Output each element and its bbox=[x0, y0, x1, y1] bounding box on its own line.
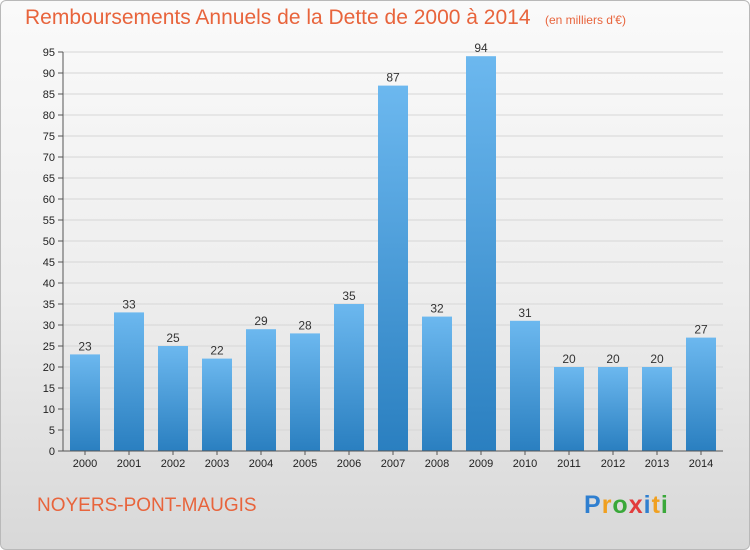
bar bbox=[466, 56, 496, 451]
y-tick-label: 15 bbox=[43, 383, 55, 395]
data-label: 31 bbox=[518, 306, 532, 320]
x-tick-label: 2001 bbox=[117, 458, 141, 470]
data-label: 20 bbox=[562, 352, 576, 366]
data-label: 35 bbox=[342, 289, 356, 303]
y-tick-label: 45 bbox=[43, 257, 55, 269]
x-tick-label: 2014 bbox=[689, 458, 713, 470]
logo-letter: r bbox=[601, 491, 613, 519]
x-tick-label: 2002 bbox=[161, 458, 185, 470]
bar bbox=[554, 367, 584, 451]
y-tick-label: 40 bbox=[43, 278, 55, 290]
data-label: 33 bbox=[122, 297, 136, 311]
x-tick-label: 2011 bbox=[557, 458, 581, 470]
data-label: 25 bbox=[166, 331, 180, 345]
y-tick-label: 5 bbox=[49, 425, 55, 437]
logo-letter: o bbox=[612, 491, 629, 519]
bar bbox=[70, 354, 100, 451]
logo-letter: x bbox=[628, 491, 644, 519]
y-tick-label: 0 bbox=[49, 446, 55, 458]
x-tick-label: 2005 bbox=[293, 458, 317, 470]
y-tick-label: 75 bbox=[43, 131, 55, 143]
chart-title: Remboursements Annuels de la Dette de 20… bbox=[25, 6, 531, 29]
chart-unit-note: (en milliers d'€) bbox=[544, 13, 626, 27]
bar bbox=[598, 367, 628, 451]
title-row: Remboursements Annuels de la Dette de 20… bbox=[25, 6, 626, 30]
y-tick-label: 60 bbox=[43, 194, 55, 206]
bar bbox=[202, 358, 232, 451]
commune-name: NOYERS-PONT-MAUGIS bbox=[37, 495, 257, 516]
bar bbox=[422, 316, 452, 451]
data-label: 87 bbox=[386, 71, 400, 85]
y-tick-label: 80 bbox=[43, 110, 55, 122]
data-label: 27 bbox=[694, 323, 708, 337]
y-tick-label: 55 bbox=[43, 215, 55, 227]
logo-letter: P bbox=[584, 491, 602, 519]
data-label: 94 bbox=[474, 41, 488, 55]
data-label: 29 bbox=[254, 314, 268, 328]
data-label: 28 bbox=[298, 318, 312, 332]
x-tick-label: 2003 bbox=[205, 458, 229, 470]
bar bbox=[378, 85, 408, 451]
bar bbox=[510, 320, 540, 451]
data-label: 20 bbox=[606, 352, 620, 366]
bar bbox=[158, 346, 188, 451]
proxiti-logo: Proxiti bbox=[584, 491, 669, 520]
data-label: 20 bbox=[650, 352, 664, 366]
x-tick-label: 2000 bbox=[73, 458, 97, 470]
x-tick-label: 2012 bbox=[601, 458, 625, 470]
x-tick-label: 2009 bbox=[469, 458, 493, 470]
y-tick-label: 90 bbox=[43, 68, 55, 80]
y-tick-label: 35 bbox=[43, 299, 55, 311]
logo-letter: i bbox=[660, 491, 669, 519]
bar bbox=[246, 329, 276, 451]
x-tick-label: 2013 bbox=[645, 458, 669, 470]
y-tick-label: 85 bbox=[43, 89, 55, 101]
y-tick-label: 95 bbox=[43, 47, 55, 59]
bar bbox=[334, 304, 364, 451]
bar bbox=[642, 367, 672, 451]
y-tick-label: 10 bbox=[43, 404, 55, 416]
logo-letter: t bbox=[651, 491, 661, 519]
bar bbox=[114, 312, 144, 451]
bar bbox=[686, 337, 716, 451]
data-label: 32 bbox=[430, 302, 444, 316]
y-tick-label: 70 bbox=[43, 152, 55, 164]
x-tick-label: 2008 bbox=[425, 458, 449, 470]
data-label: 23 bbox=[78, 339, 92, 353]
y-tick-label: 25 bbox=[43, 341, 55, 353]
x-tick-label: 2006 bbox=[337, 458, 361, 470]
y-tick-label: 65 bbox=[43, 173, 55, 185]
data-label: 22 bbox=[210, 344, 224, 358]
bar bbox=[290, 333, 320, 451]
y-tick-label: 30 bbox=[43, 320, 55, 332]
y-tick-label: 50 bbox=[43, 236, 55, 248]
x-tick-label: 2004 bbox=[249, 458, 273, 470]
logo-letter: i bbox=[643, 491, 652, 519]
x-tick-label: 2010 bbox=[513, 458, 537, 470]
x-tick-label: 2007 bbox=[381, 458, 405, 470]
y-tick-label: 20 bbox=[43, 362, 55, 374]
